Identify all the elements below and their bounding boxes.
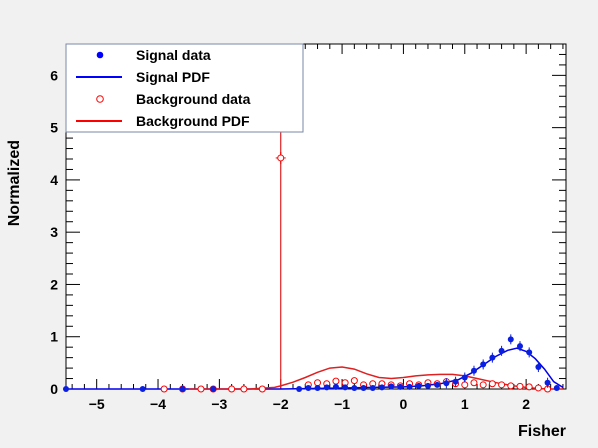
x-tick-label: 0 bbox=[400, 396, 408, 412]
x-axis-title: Fisher bbox=[518, 423, 566, 440]
signal-data-point bbox=[139, 386, 146, 392]
y-tick-label: 1 bbox=[50, 329, 58, 345]
signal-data-point bbox=[323, 384, 330, 391]
signal-pdf-curve bbox=[66, 347, 564, 390]
x-tick-labels: −5 −4 −3 −2 −1 0 1 2 bbox=[89, 396, 531, 412]
background-data-point bbox=[516, 382, 524, 390]
plot-series bbox=[63, 44, 564, 393]
signal-data-point bbox=[332, 383, 339, 390]
background-data-point bbox=[488, 380, 496, 388]
background-data-point bbox=[479, 381, 487, 389]
signal-data-point bbox=[63, 386, 69, 392]
signal-data-point bbox=[507, 336, 514, 343]
background-data-point bbox=[240, 385, 248, 393]
x-tick-label: 1 bbox=[461, 396, 469, 412]
signal-data-point bbox=[544, 379, 551, 386]
background-data-point bbox=[507, 382, 515, 390]
y-tick-label: 5 bbox=[50, 120, 58, 136]
signal-data-point bbox=[210, 386, 217, 392]
legend-box bbox=[65, 43, 304, 133]
signal-data-point bbox=[461, 374, 468, 381]
legend-signal-pdf: Signal PDF bbox=[136, 69, 210, 85]
signal-data-point bbox=[342, 384, 349, 391]
y-tick-label: 2 bbox=[50, 276, 58, 292]
signal-data-point bbox=[498, 347, 505, 354]
signal-data-point bbox=[452, 378, 459, 385]
signal-data-point bbox=[434, 381, 441, 388]
legend-background-data-marker bbox=[96, 95, 104, 103]
signal-data-point bbox=[397, 383, 404, 390]
signal-data-point bbox=[406, 383, 413, 390]
signal-data-point bbox=[369, 384, 376, 391]
signal-data-point bbox=[415, 382, 422, 389]
background-data-point bbox=[258, 385, 266, 393]
y-tick-labels: 0 1 2 3 4 5 6 bbox=[50, 67, 58, 397]
background-data-point bbox=[160, 385, 168, 393]
legend-background-data: Background data bbox=[136, 91, 251, 107]
legend-background-pdf: Background PDF bbox=[136, 113, 250, 129]
signal-data-point bbox=[424, 382, 431, 389]
legend-signal-data: Signal data bbox=[136, 47, 211, 63]
signal-data-point bbox=[480, 361, 487, 368]
signal-data-point bbox=[516, 343, 523, 350]
signal-data-point bbox=[526, 349, 533, 356]
signal-data-point bbox=[378, 384, 385, 391]
y-tick-label: 3 bbox=[50, 224, 58, 240]
signal-data-point bbox=[489, 354, 496, 361]
signal-data-point bbox=[179, 386, 186, 392]
background-data-point bbox=[498, 381, 506, 389]
y-axis-title: Normalized bbox=[6, 140, 23, 226]
signal-data-point bbox=[388, 383, 395, 390]
x-tick-label: −2 bbox=[273, 396, 289, 412]
background-data-point bbox=[197, 385, 205, 393]
signal-data-point bbox=[535, 364, 542, 371]
background-data-point bbox=[277, 154, 285, 162]
y-tick-label: 6 bbox=[50, 67, 58, 83]
background-data-point bbox=[228, 385, 236, 393]
y-tick-label: 0 bbox=[50, 381, 58, 397]
signal-data-point bbox=[296, 386, 303, 392]
signal-data-point bbox=[314, 384, 321, 391]
signal-data-point bbox=[470, 367, 477, 374]
signal-data-point bbox=[443, 380, 450, 387]
x-tick-label: −4 bbox=[150, 396, 166, 412]
signal-data-point bbox=[305, 384, 312, 391]
background-data-point bbox=[314, 379, 322, 387]
x-tick-label: 2 bbox=[522, 396, 530, 412]
legend: Signal data Signal PDF Background data B… bbox=[65, 43, 304, 133]
y-tick-label: 4 bbox=[50, 172, 58, 188]
background-data-point bbox=[470, 379, 478, 387]
legend-signal-data-marker bbox=[96, 51, 104, 59]
x-tick-label: −5 bbox=[89, 396, 105, 412]
background-data-point bbox=[332, 377, 340, 385]
signal-data-point bbox=[351, 384, 358, 391]
signal-data-point bbox=[553, 384, 560, 391]
background-data-point bbox=[461, 381, 469, 389]
x-tick-label: −3 bbox=[211, 396, 227, 412]
background-data-point bbox=[350, 377, 358, 385]
signal-data-point bbox=[360, 384, 367, 391]
background-data-point bbox=[525, 383, 533, 391]
background-data-point bbox=[534, 384, 542, 392]
x-tick-label: −1 bbox=[334, 396, 350, 412]
